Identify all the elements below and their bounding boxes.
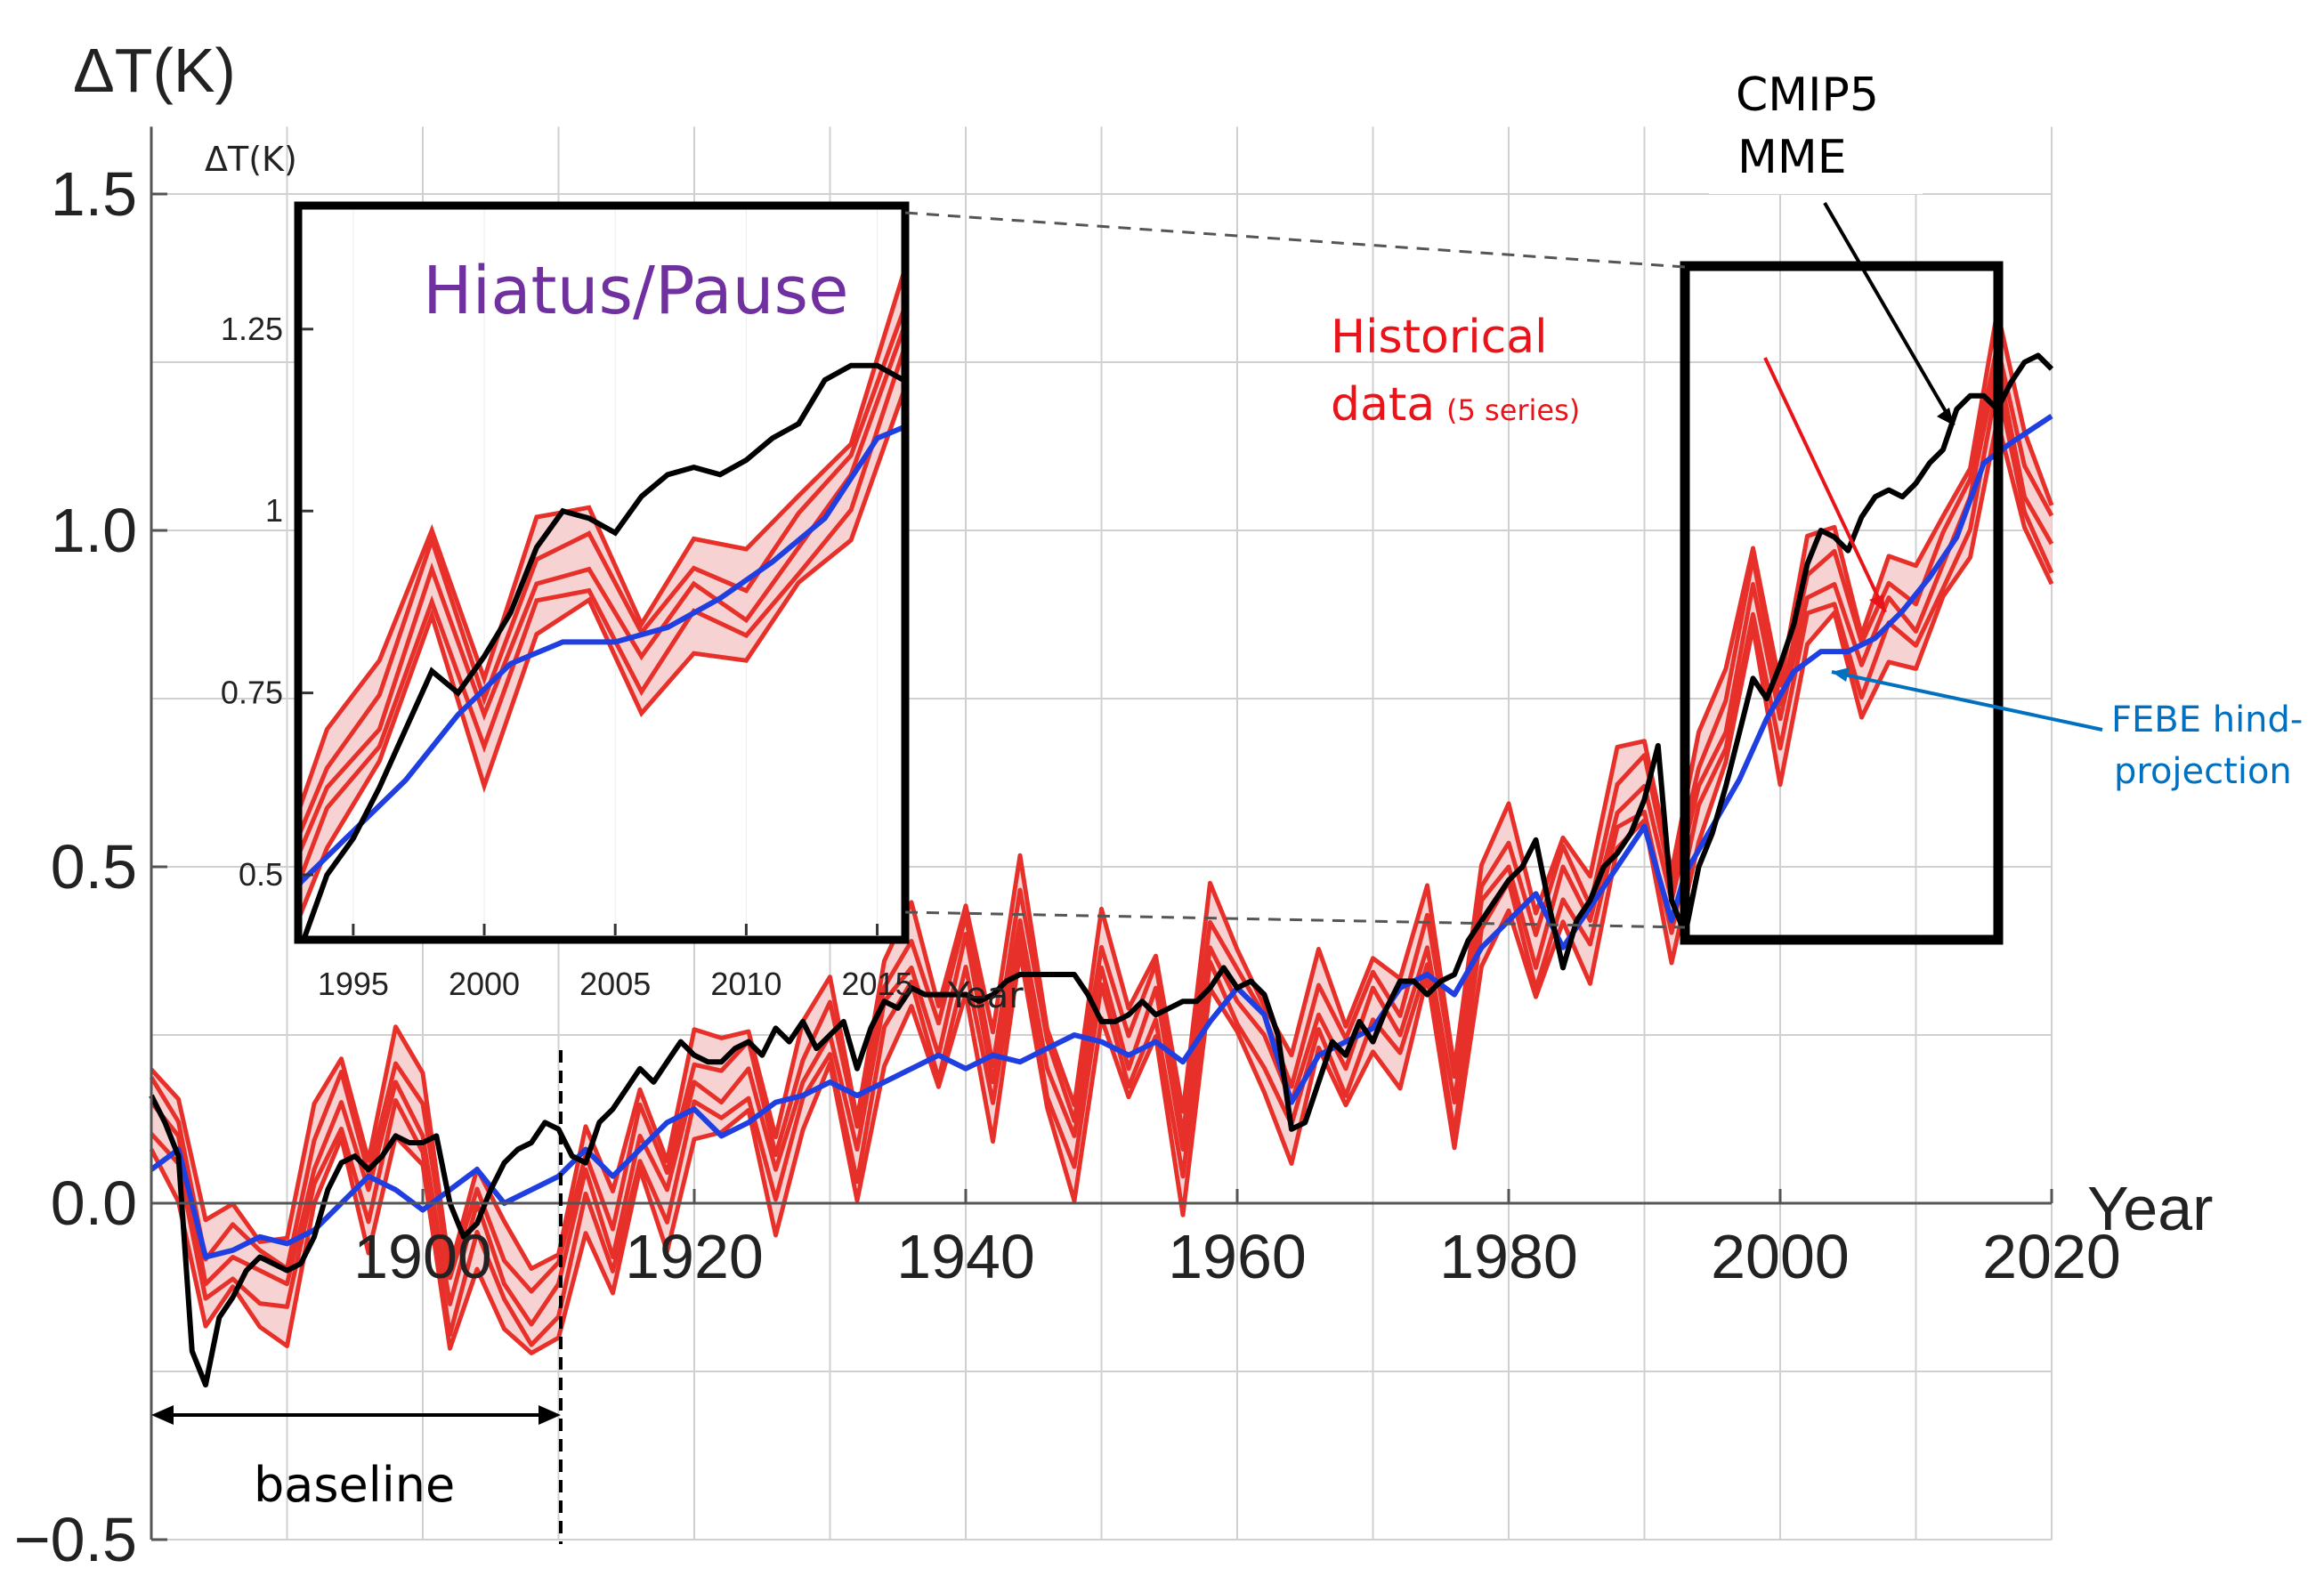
historical-series-line (149, 343, 2054, 1294)
cmip5-label-bg (1709, 69, 1923, 194)
inset-historical-band (298, 273, 903, 920)
x-tick-label: 1980 (1439, 1222, 1578, 1291)
x-tick-label: 1940 (896, 1222, 1035, 1291)
historical-arrowhead (1869, 594, 1885, 612)
baseline-arrowhead-left (151, 1405, 174, 1425)
main-series-group (149, 352, 2054, 1388)
historical-series-line (150, 360, 2054, 1327)
cmip5-series-line (149, 352, 2054, 1388)
inset-x-tick-label: 2000 (449, 966, 520, 1002)
x-axis-label: Year (2087, 1174, 2213, 1243)
zoom-connector-top (904, 211, 1686, 269)
historical-series-line (150, 380, 2054, 1347)
y-tick-label: 1.0 (51, 496, 137, 565)
y-tick-label: 0.5 (51, 832, 137, 902)
cmip5-label-line1: CMIP5 (1736, 69, 1879, 122)
inset-historical-line (298, 350, 905, 891)
febe-arrow (1831, 670, 2103, 732)
febe-label-line2: projection (2114, 751, 2292, 792)
zoom-box (1680, 261, 2004, 945)
febe-label-line1: FEBE hind- (2111, 699, 2303, 740)
y-axis-label: ΔT(K) (73, 36, 236, 105)
baseline-label: baseline (254, 1457, 455, 1513)
x-tick-label: 1960 (1168, 1222, 1307, 1291)
inset-y-tick-label: 0.75 (221, 675, 283, 711)
x-tick-label: 1900 (353, 1222, 492, 1291)
x-tick-label: 1920 (625, 1222, 764, 1291)
inset-y-tick-label: 1.25 (221, 311, 283, 347)
inset-historical-line (298, 327, 905, 861)
y-tick-label: 1.5 (51, 159, 137, 229)
x-tick-label: 2000 (1711, 1222, 1850, 1291)
inset-y-tick-label: 0.5 (239, 856, 283, 893)
historical-label-line1: Historical (1331, 311, 1548, 364)
x-tick-label: 2020 (1982, 1222, 2121, 1291)
historical-label-line3: (5 series) (1446, 393, 1580, 427)
inset-xlabel: Year (947, 975, 1024, 1016)
historical-arrow (1763, 357, 1887, 613)
historical-label-line2: data (1331, 378, 1435, 432)
inset-cmip5-line (298, 362, 905, 940)
inset-historical-line (298, 272, 905, 820)
inset-axes: 0.5 0.75 1 1.25 1995 2000 2005 2010 2015 (221, 311, 913, 1002)
inset-title: Hiatus/Pause (423, 253, 849, 329)
inset-x-tick-label: 1995 (318, 966, 389, 1002)
cmip5-arrow (1823, 201, 1956, 427)
zoom-connector-bottom (904, 910, 1686, 929)
main-axes: −0.5 0.0 0.5 1.0 1.5 1900 1920 1940 1960 1980 2000… (14, 126, 2121, 1574)
inset-series-group (298, 206, 905, 940)
y-tick-label: −0.5 (14, 1505, 137, 1574)
cmip5-arrowhead (1937, 408, 1954, 425)
inset-ylabel: ΔT(K) (205, 140, 297, 179)
inset-historical-line (298, 391, 905, 926)
inset-x-tick-label: 2005 (579, 966, 651, 1002)
cmip5-label-line2: MME (1737, 131, 1847, 184)
inset-x-tick-label: 2010 (710, 966, 781, 1002)
inset-x-tick-label: 2015 (842, 966, 913, 1002)
inset-frame (294, 201, 910, 944)
inset-y-tick-label: 1 (265, 492, 283, 529)
febe-arrowhead (1832, 667, 1850, 682)
y-tick-label: 0.0 (51, 1168, 137, 1238)
inset-historical-line (298, 310, 905, 843)
baseline-arrowhead-right (538, 1405, 561, 1425)
